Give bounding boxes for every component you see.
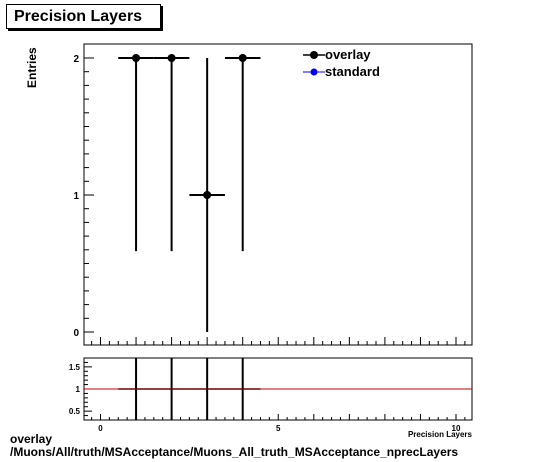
point-marker: [203, 191, 212, 199]
main-plot-frame: [83, 43, 473, 346]
ratio-y-tick-label: 0.5: [69, 407, 81, 416]
point-marker: [238, 54, 247, 62]
y-tick-label: 1: [73, 191, 79, 202]
y-tick-label: 0: [73, 328, 79, 339]
y-tick-label: 2: [73, 54, 79, 65]
ratio-x-tick-label: 10: [452, 424, 461, 433]
point-marker: [132, 54, 141, 62]
ratio-x-tick-label: 0: [98, 424, 103, 433]
legend-standard-marker: [310, 68, 318, 76]
data-point: [153, 54, 190, 252]
data-point: [118, 54, 154, 252]
main-y-axis: 0 1 2: [73, 54, 94, 339]
chart-title: Precision Layers: [6, 4, 161, 29]
ratio-y-tick-label: 1: [76, 385, 81, 394]
ratio-y-tick-label: 1.5: [69, 363, 81, 372]
footer-line-1: overlay: [10, 432, 53, 446]
data-point: [189, 58, 225, 332]
legend: overlay standard: [303, 47, 380, 79]
main-data-points: [118, 54, 261, 332]
ratio-x-axis: 0 5 10: [91, 414, 466, 433]
footer-caption: overlay /Muons/All/truth/MSAcceptance/Mu…: [10, 433, 458, 459]
data-point: [224, 54, 261, 252]
main-x-axis: [91, 337, 466, 345]
legend-standard-label: standard: [325, 64, 380, 79]
ratio-x-axis-title: Precision Layers: [408, 430, 473, 439]
point-marker: [167, 54, 176, 62]
legend-overlay-marker: [310, 51, 318, 59]
legend-overlay-label: overlay: [325, 47, 371, 62]
y-axis-title: Entries: [25, 47, 39, 88]
ratio-data-points: [84, 358, 472, 420]
ratio-x-tick-label: 5: [276, 424, 281, 433]
footer-line-2: /Muons/All/truth/MSAcceptance/Muons_All_…: [10, 445, 459, 459]
